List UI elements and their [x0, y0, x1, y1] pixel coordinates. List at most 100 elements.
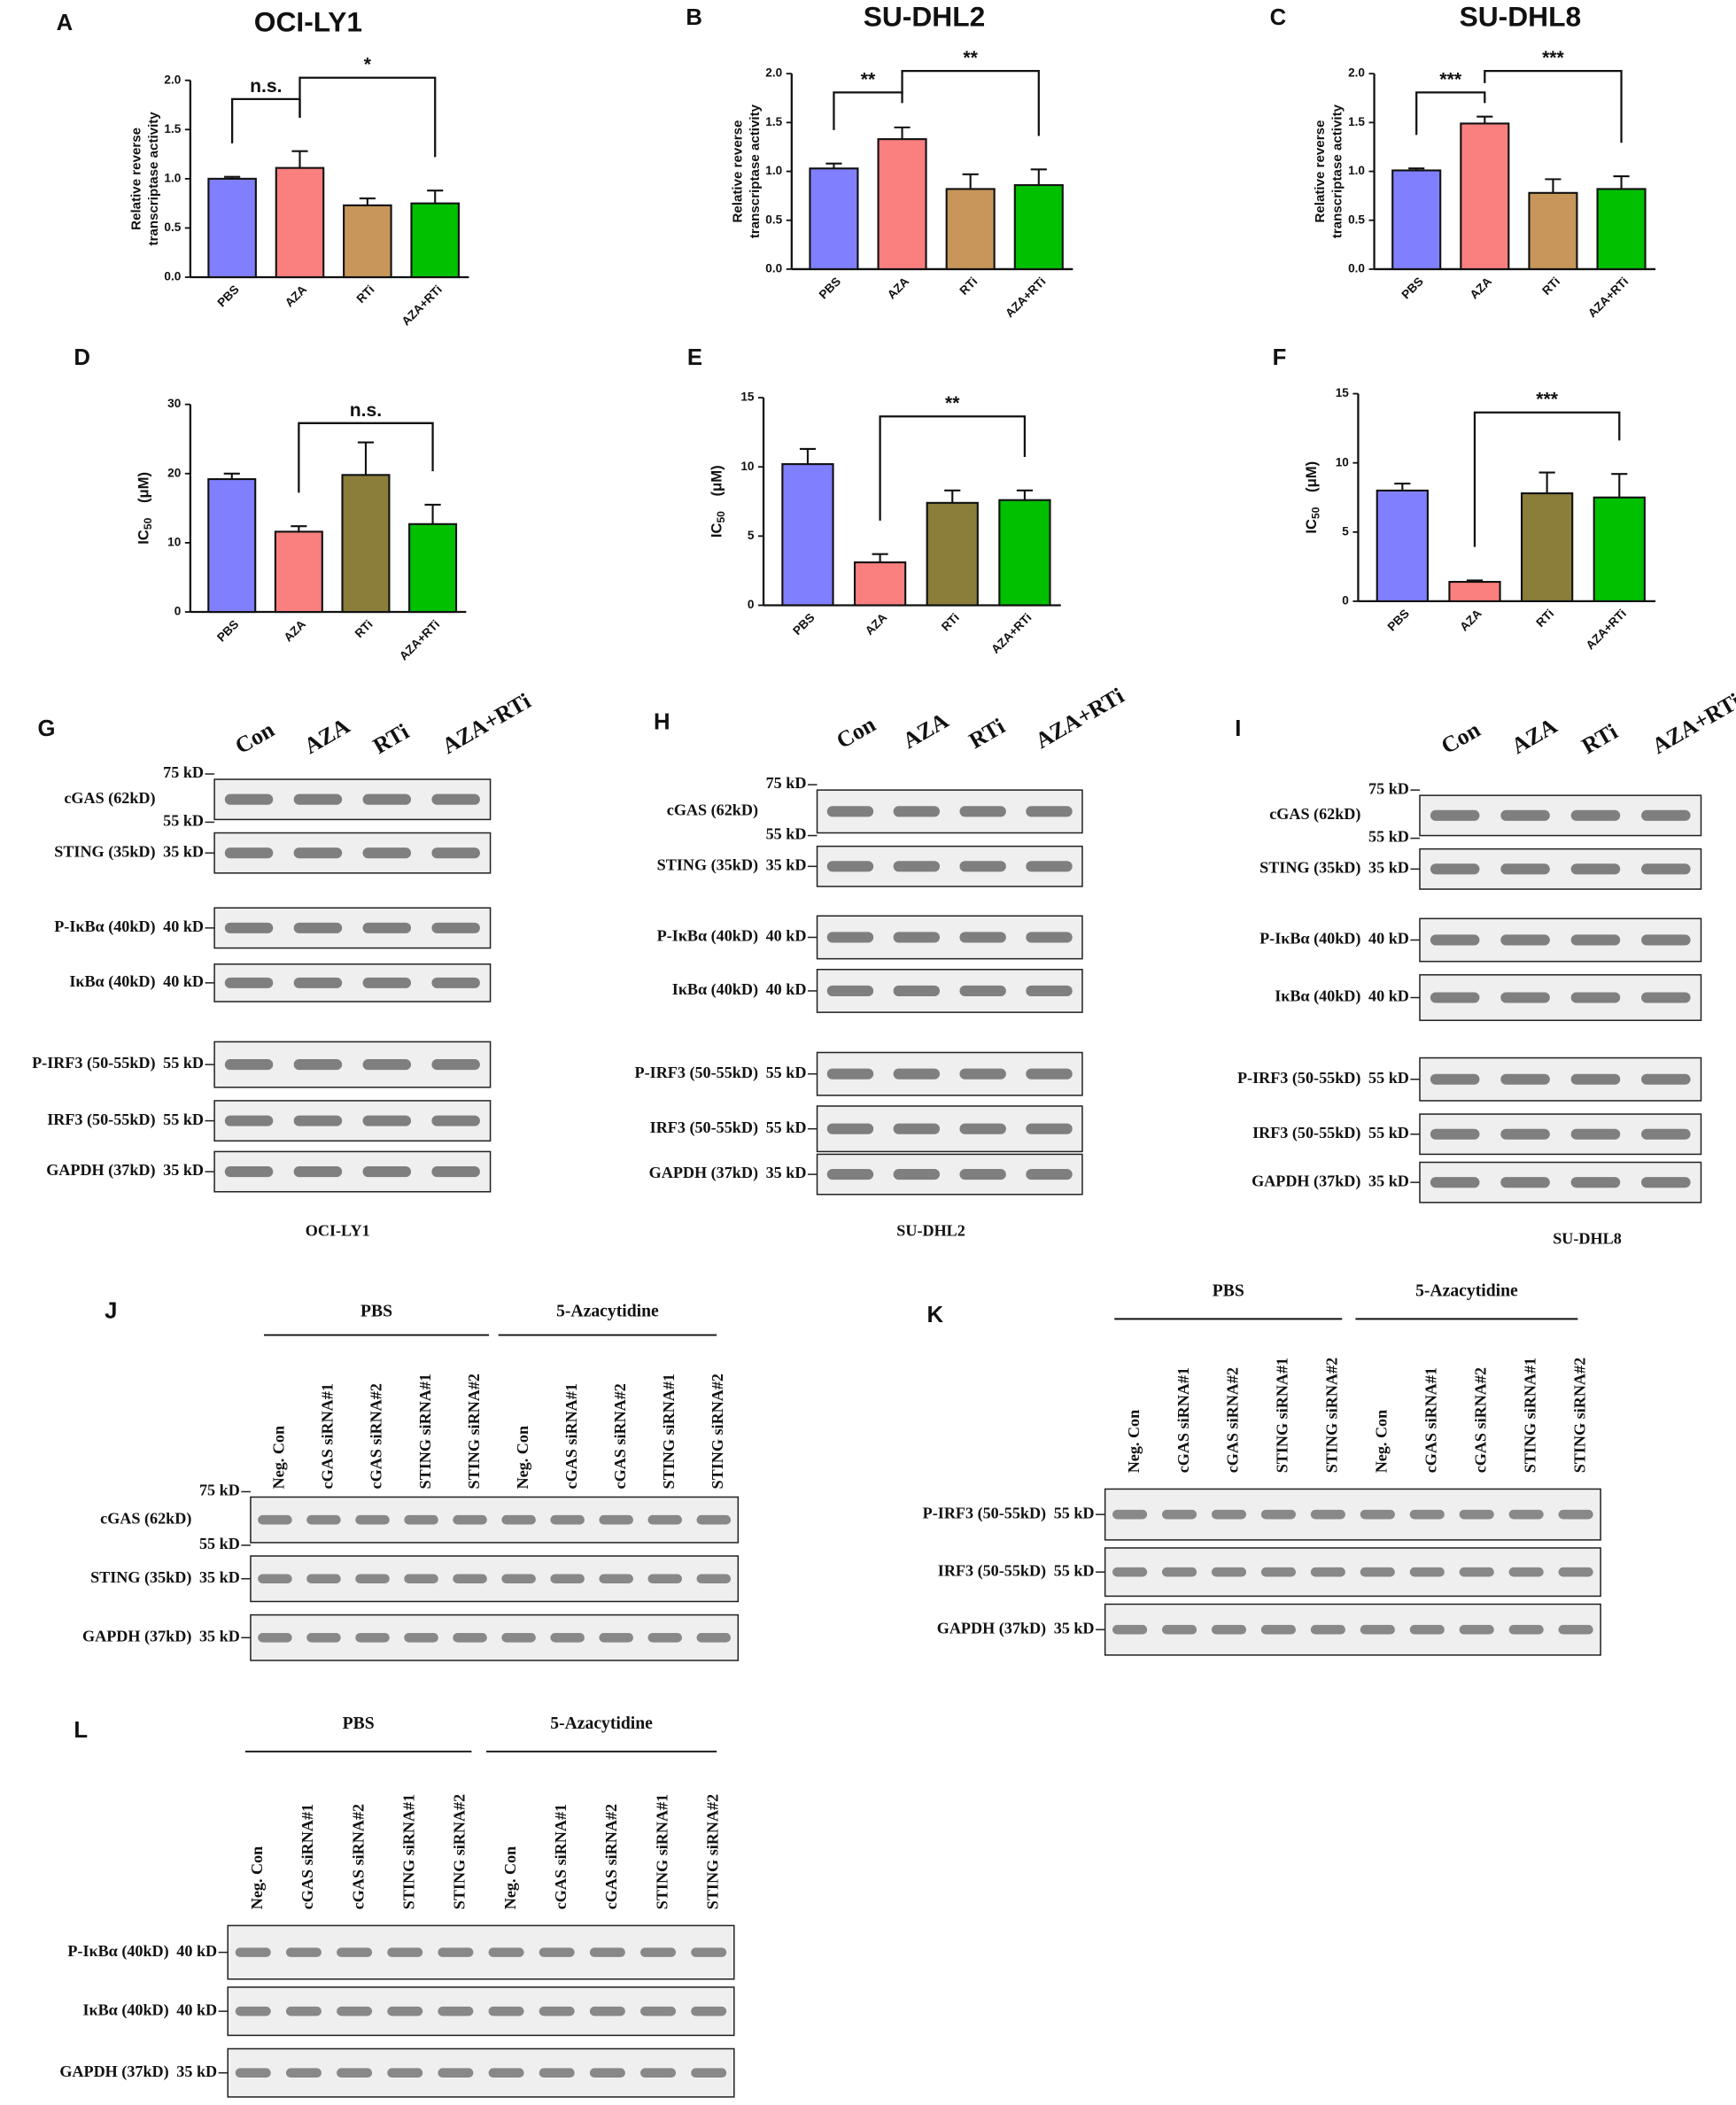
y-tick-label: 1.0	[1348, 164, 1365, 177]
marker-label: 55 kD	[766, 1118, 807, 1136]
band	[355, 1514, 390, 1525]
band	[826, 1068, 874, 1080]
marker-label: 55 kD	[1368, 1124, 1409, 1141]
band	[1112, 1509, 1148, 1520]
band	[488, 1947, 524, 1957]
lane-label: cGAS siRNA#1	[552, 1804, 570, 1909]
group-label: 5-Azacytidine	[1415, 1281, 1518, 1301]
bar	[1391, 169, 1442, 270]
band	[1459, 1567, 1494, 1577]
marker-label: 40 kD	[163, 917, 204, 935]
band	[826, 806, 874, 817]
band	[691, 2006, 727, 2016]
band	[235, 1947, 271, 1957]
band	[224, 793, 274, 805]
band	[355, 1574, 390, 1584]
marker-label: 55 kD	[766, 825, 807, 843]
lane-label: cGAS siRNA#2	[349, 1804, 367, 1909]
bar	[853, 561, 907, 607]
lane-label: cGAS siRNA#2	[1224, 1367, 1242, 1473]
x-tick-label: AZA	[1457, 607, 1484, 633]
band	[550, 1574, 585, 1584]
y-axis-label: transcriptase activity	[146, 112, 161, 246]
band	[1508, 1509, 1544, 1520]
lane-label: cGAS siRNA#2	[602, 1804, 620, 1909]
band	[1310, 1509, 1345, 1520]
significance-label: ***	[1542, 48, 1564, 68]
row-label: cGAS (62kD)	[1269, 805, 1360, 824]
significance-bracket	[298, 76, 437, 158]
lane-label: STING siRNA#1	[653, 1794, 670, 1909]
y-tick-label: 15	[1336, 386, 1350, 399]
significance-bracket	[1484, 70, 1623, 143]
y-label-unit: (μM)	[709, 465, 725, 496]
band	[1026, 861, 1073, 872]
y-tick-label: 20	[167, 466, 181, 479]
bar	[877, 138, 927, 270]
band	[362, 977, 412, 988]
lane-label: STING siRNA#2	[1570, 1358, 1588, 1473]
panel-letter: B	[686, 5, 702, 30]
band	[453, 1574, 487, 1584]
y-axis-label: IC50 (μM)	[709, 465, 727, 538]
band	[387, 2068, 423, 2078]
band	[1558, 1509, 1593, 1520]
lane-label: RTi	[1577, 718, 1622, 759]
band	[453, 1632, 487, 1643]
band	[431, 922, 480, 933]
band	[438, 2006, 474, 2016]
y-tick-label: 0.5	[164, 221, 181, 234]
band	[1570, 1177, 1621, 1188]
band	[224, 847, 274, 859]
x-tick-label: PBS	[214, 282, 241, 309]
chart-title: SU-DHL8	[1460, 1, 1582, 33]
bar	[809, 167, 859, 270]
lane-label: STING siRNA#1	[660, 1374, 678, 1489]
band	[647, 1574, 683, 1584]
band	[1026, 806, 1073, 817]
y-tick-label: 1.5	[164, 122, 181, 135]
y-tick-label: 0.5	[765, 213, 782, 226]
band	[696, 1574, 732, 1584]
y-tick-label: 0.0	[164, 270, 181, 283]
band	[589, 2068, 625, 2078]
band	[1409, 1567, 1445, 1577]
bar	[274, 530, 323, 614]
band	[1430, 1177, 1480, 1188]
band	[293, 1166, 343, 1178]
significance-label: **	[963, 48, 978, 68]
lane-label: Neg. Con	[514, 1426, 531, 1490]
marker-label: 35 kD	[199, 1627, 240, 1645]
band	[647, 1632, 683, 1643]
band	[1570, 809, 1621, 821]
lane-label: AZA	[898, 708, 953, 754]
row-label: STING (35kD)	[1259, 859, 1360, 878]
band	[488, 2006, 524, 2016]
y-tick-label: 30	[167, 397, 181, 410]
band	[1211, 1509, 1247, 1520]
x-tick-label: PBS	[214, 617, 241, 644]
significance-label: ***	[1536, 390, 1558, 410]
band	[1260, 1624, 1297, 1635]
band	[1508, 1624, 1544, 1635]
y-tick-label: 5	[748, 529, 755, 542]
bar	[408, 522, 458, 614]
y-label-main: IC	[709, 523, 725, 538]
band	[258, 1514, 292, 1525]
band	[1430, 1128, 1480, 1140]
y-axis-label: Relative reverse	[1313, 120, 1328, 223]
band	[1570, 1073, 1621, 1085]
band	[431, 977, 480, 988]
band	[1500, 863, 1550, 875]
lane-label: STING siRNA#1	[1521, 1358, 1538, 1473]
row-label: cGAS (62kD)	[100, 1509, 191, 1528]
y-tick-label: 15	[740, 391, 755, 404]
bar	[1528, 191, 1578, 270]
y-label-unit: (μM)	[136, 472, 152, 503]
lane-label: AZA+RTi	[1031, 683, 1128, 754]
band	[224, 1166, 274, 1178]
band	[1430, 809, 1480, 821]
band	[1570, 863, 1621, 875]
band	[589, 2006, 625, 2016]
bar	[1460, 122, 1510, 270]
